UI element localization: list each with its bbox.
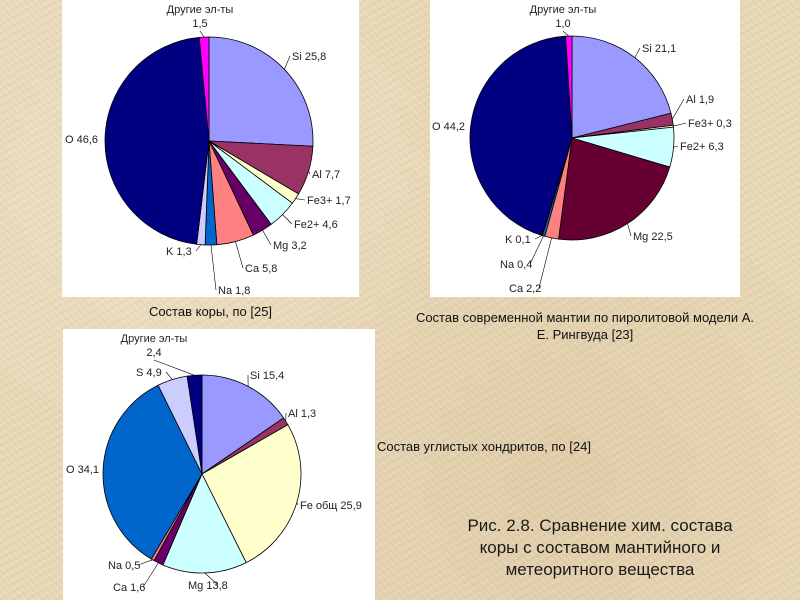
chondrite-leader-other bbox=[153, 359, 195, 376]
mantle-leader-fe3plus bbox=[673, 122, 687, 127]
chondrite-label-s: S 4,9 bbox=[136, 367, 162, 379]
mantle-leader-si bbox=[634, 47, 641, 58]
mantle-leader-other bbox=[562, 30, 569, 37]
figure-caption: Рис. 2.8. Сравнение хим. состава коры с … bbox=[420, 515, 780, 581]
mantle-chart-panel: Si 21,1 Al 1,9 Fe3+ 0,3 Fe2+ 6,3 Mg 22,5 Ca 2… bbox=[430, 0, 740, 297]
mantle-chart-title: Состав современной мантии по пиролитовой… bbox=[415, 310, 755, 342]
figure-caption-line-3: метеоритного вещества bbox=[505, 560, 695, 579]
mantle-label-na: Na 0,4 bbox=[500, 259, 532, 271]
chondrite-label-ca: Ca 1,6 bbox=[113, 582, 145, 594]
mantle-leader-na bbox=[529, 235, 544, 265]
mantle-label-fe3plus: Fe3+ 0,3 bbox=[688, 118, 732, 130]
crust-leader-si bbox=[284, 55, 291, 70]
crust-leader-fe2plus bbox=[282, 214, 293, 225]
mantle-leader-mg bbox=[627, 223, 632, 237]
figure-caption-line-1: Рис. 2.8. Сравнение хим. состава bbox=[467, 516, 733, 535]
crust-label-fe2plus: Fe2+ 4,6 bbox=[294, 219, 338, 231]
mantle-label-other: 1,0 bbox=[555, 18, 570, 30]
crust-label-fe3plus: Fe3+ 1,7 bbox=[307, 195, 351, 207]
chondrite-leader-mg bbox=[204, 572, 219, 586]
figure-caption-line-2: коры с составом мантийного и bbox=[479, 538, 721, 557]
mantle-label-al: Al 1,9 bbox=[686, 94, 714, 106]
chondrite-slice-o bbox=[102, 384, 203, 560]
crust-leader-ca bbox=[235, 241, 244, 269]
crust-leader-al bbox=[308, 170, 311, 175]
crust-label-al: Al 7,7 bbox=[312, 169, 340, 181]
crust-leader-other bbox=[199, 30, 205, 38]
mantle-slice-o bbox=[469, 35, 573, 236]
crust-leader-mg bbox=[262, 230, 272, 246]
crust-label-other-name: Другие эл-ты bbox=[167, 4, 234, 16]
mantle-label-fe2plus: Fe2+ 6,3 bbox=[680, 141, 724, 153]
chondrite-label-na: Na 0,5 bbox=[108, 560, 140, 572]
mantle-label-o: O 44,2 bbox=[432, 121, 465, 133]
chondrite-leader-s bbox=[165, 371, 173, 380]
chondrite-leader-ca bbox=[142, 562, 159, 588]
mantle-leader-fe2plus bbox=[673, 145, 679, 148]
chondrite-pie-chart: Si 15,4 Al 1,3 Fe общ 25,9 Mg 13,8 Ca 1,6 Na … bbox=[66, 333, 362, 594]
mantle-label-si: Si 21,1 bbox=[642, 43, 676, 55]
mantle-label-ca: Ca 2,2 bbox=[509, 283, 541, 295]
chondrite-chart-title: Состав углистых хондритов, по [24] bbox=[377, 439, 591, 454]
crust-label-ca: Ca 5,8 bbox=[245, 263, 277, 275]
mantle-leader-k bbox=[534, 235, 543, 240]
mantle-slice-si bbox=[571, 35, 672, 139]
chondrite-slice-fe-total bbox=[201, 424, 302, 564]
mantle-leader-ca bbox=[538, 237, 552, 289]
crust-slice-si bbox=[208, 36, 314, 147]
crust-pie-chart: Si 25,8 Al 7,7 Fe3+ 1,7 Fe2+ 4,6 Mg 3,2 Ca 5,… bbox=[65, 4, 351, 297]
mantle-slice-mg bbox=[558, 137, 671, 241]
mantle-pie-chart: Si 21,1 Al 1,9 Fe3+ 0,3 Fe2+ 6,3 Mg 22,5 Ca 2… bbox=[432, 4, 732, 295]
mantle-label-k: K 0,1 bbox=[505, 234, 531, 246]
chondrite-label-o: O 34,1 bbox=[66, 464, 99, 476]
crust-label-na: Na 1,8 bbox=[218, 285, 250, 297]
chondrite-label-other: 2,4 bbox=[146, 347, 161, 359]
chondrite-slice-mg bbox=[162, 473, 247, 574]
mantle-leader-al bbox=[672, 98, 685, 120]
crust-label-o: O 46,6 bbox=[65, 134, 98, 146]
crust-leader-na bbox=[210, 244, 217, 291]
crust-chart-panel: Si 25,8 Al 7,7 Fe3+ 1,7 Fe2+ 4,6 Mg 3,2 Ca 5,… bbox=[62, 0, 359, 297]
mantle-label-other-name: Другие эл-ты bbox=[530, 4, 597, 16]
crust-label-k: K 1,3 bbox=[166, 246, 192, 258]
crust-slice-other bbox=[198, 36, 210, 142]
mantle-label-mg: Mg 22,5 bbox=[633, 231, 673, 243]
chondrite-label-mg: Mg 13,8 bbox=[188, 580, 228, 592]
chondrite-label-other-name: Другие эл-ты bbox=[121, 333, 188, 345]
chondrite-label-si: Si 15,4 bbox=[250, 370, 284, 382]
chondrite-leader-na bbox=[137, 559, 153, 566]
crust-slice-o bbox=[104, 37, 210, 245]
chondrite-leader-fe-total bbox=[296, 502, 299, 506]
chondrite-slice-other bbox=[186, 374, 203, 475]
chondrite-label-fe-total: Fe общ 25,9 bbox=[300, 500, 362, 512]
crust-chart-title: Состав коры, по [25] bbox=[148, 304, 273, 319]
crust-leader-k bbox=[195, 244, 202, 252]
crust-label-si: Si 25,8 bbox=[292, 51, 326, 63]
crust-label-other: 1,5 bbox=[192, 18, 207, 30]
chondrite-label-al: Al 1,3 bbox=[288, 408, 316, 420]
crust-label-mg: Mg 3,2 bbox=[273, 240, 307, 252]
chondrite-chart-panel: Si 15,4 Al 1,3 Fe общ 25,9 Mg 13,8 Ca 1,6 Na … bbox=[63, 329, 375, 600]
crust-leader-fe3plus bbox=[295, 198, 306, 201]
